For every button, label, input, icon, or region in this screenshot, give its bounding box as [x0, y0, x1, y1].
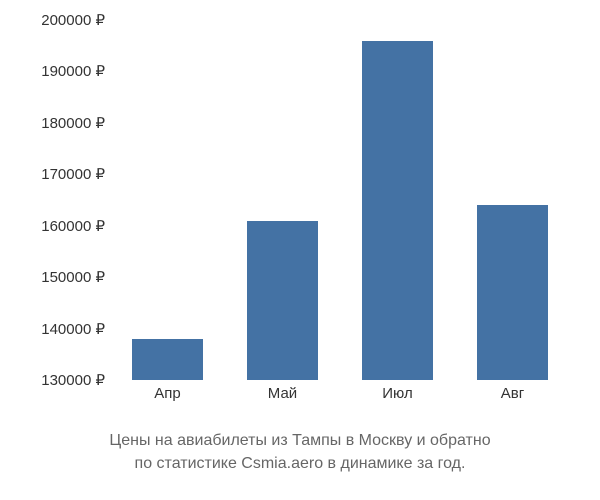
- y-tick-label: 190000 ₽: [5, 62, 105, 80]
- bar: [132, 339, 203, 380]
- y-tick-label: 150000 ₽: [5, 268, 105, 286]
- caption-line-1: Цены на авиабилеты из Тампы в Москву и о…: [109, 432, 490, 449]
- bar: [362, 41, 433, 380]
- y-tick-label: 200000 ₽: [5, 11, 105, 29]
- x-tick-label: Апр: [154, 385, 180, 402]
- caption-line-2: по статистике Csmia.aero в динамике за г…: [135, 455, 466, 472]
- y-axis: 130000 ₽140000 ₽150000 ₽160000 ₽170000 ₽…: [0, 20, 105, 380]
- plot-area: [110, 20, 570, 380]
- bar: [247, 221, 318, 380]
- y-tick-label: 180000 ₽: [5, 114, 105, 132]
- y-tick-label: 170000 ₽: [5, 165, 105, 183]
- y-tick-label: 140000 ₽: [5, 320, 105, 338]
- x-tick-label: Авг: [501, 385, 524, 402]
- y-tick-label: 160000 ₽: [5, 217, 105, 235]
- x-axis: Апр Май Июл Авг: [110, 380, 570, 405]
- x-tick-label: Июл: [382, 385, 412, 402]
- x-tick-label: Май: [268, 385, 297, 402]
- chart-caption: Цены на авиабилеты из Тампы в Москву и о…: [0, 430, 600, 475]
- price-chart: 130000 ₽ 140000 ₽ 150000 ₽ 160000 ₽ 170000 ₽…: [0, 0, 600, 500]
- bar: [477, 205, 548, 380]
- y-tick-label: 130000 ₽: [5, 371, 105, 389]
